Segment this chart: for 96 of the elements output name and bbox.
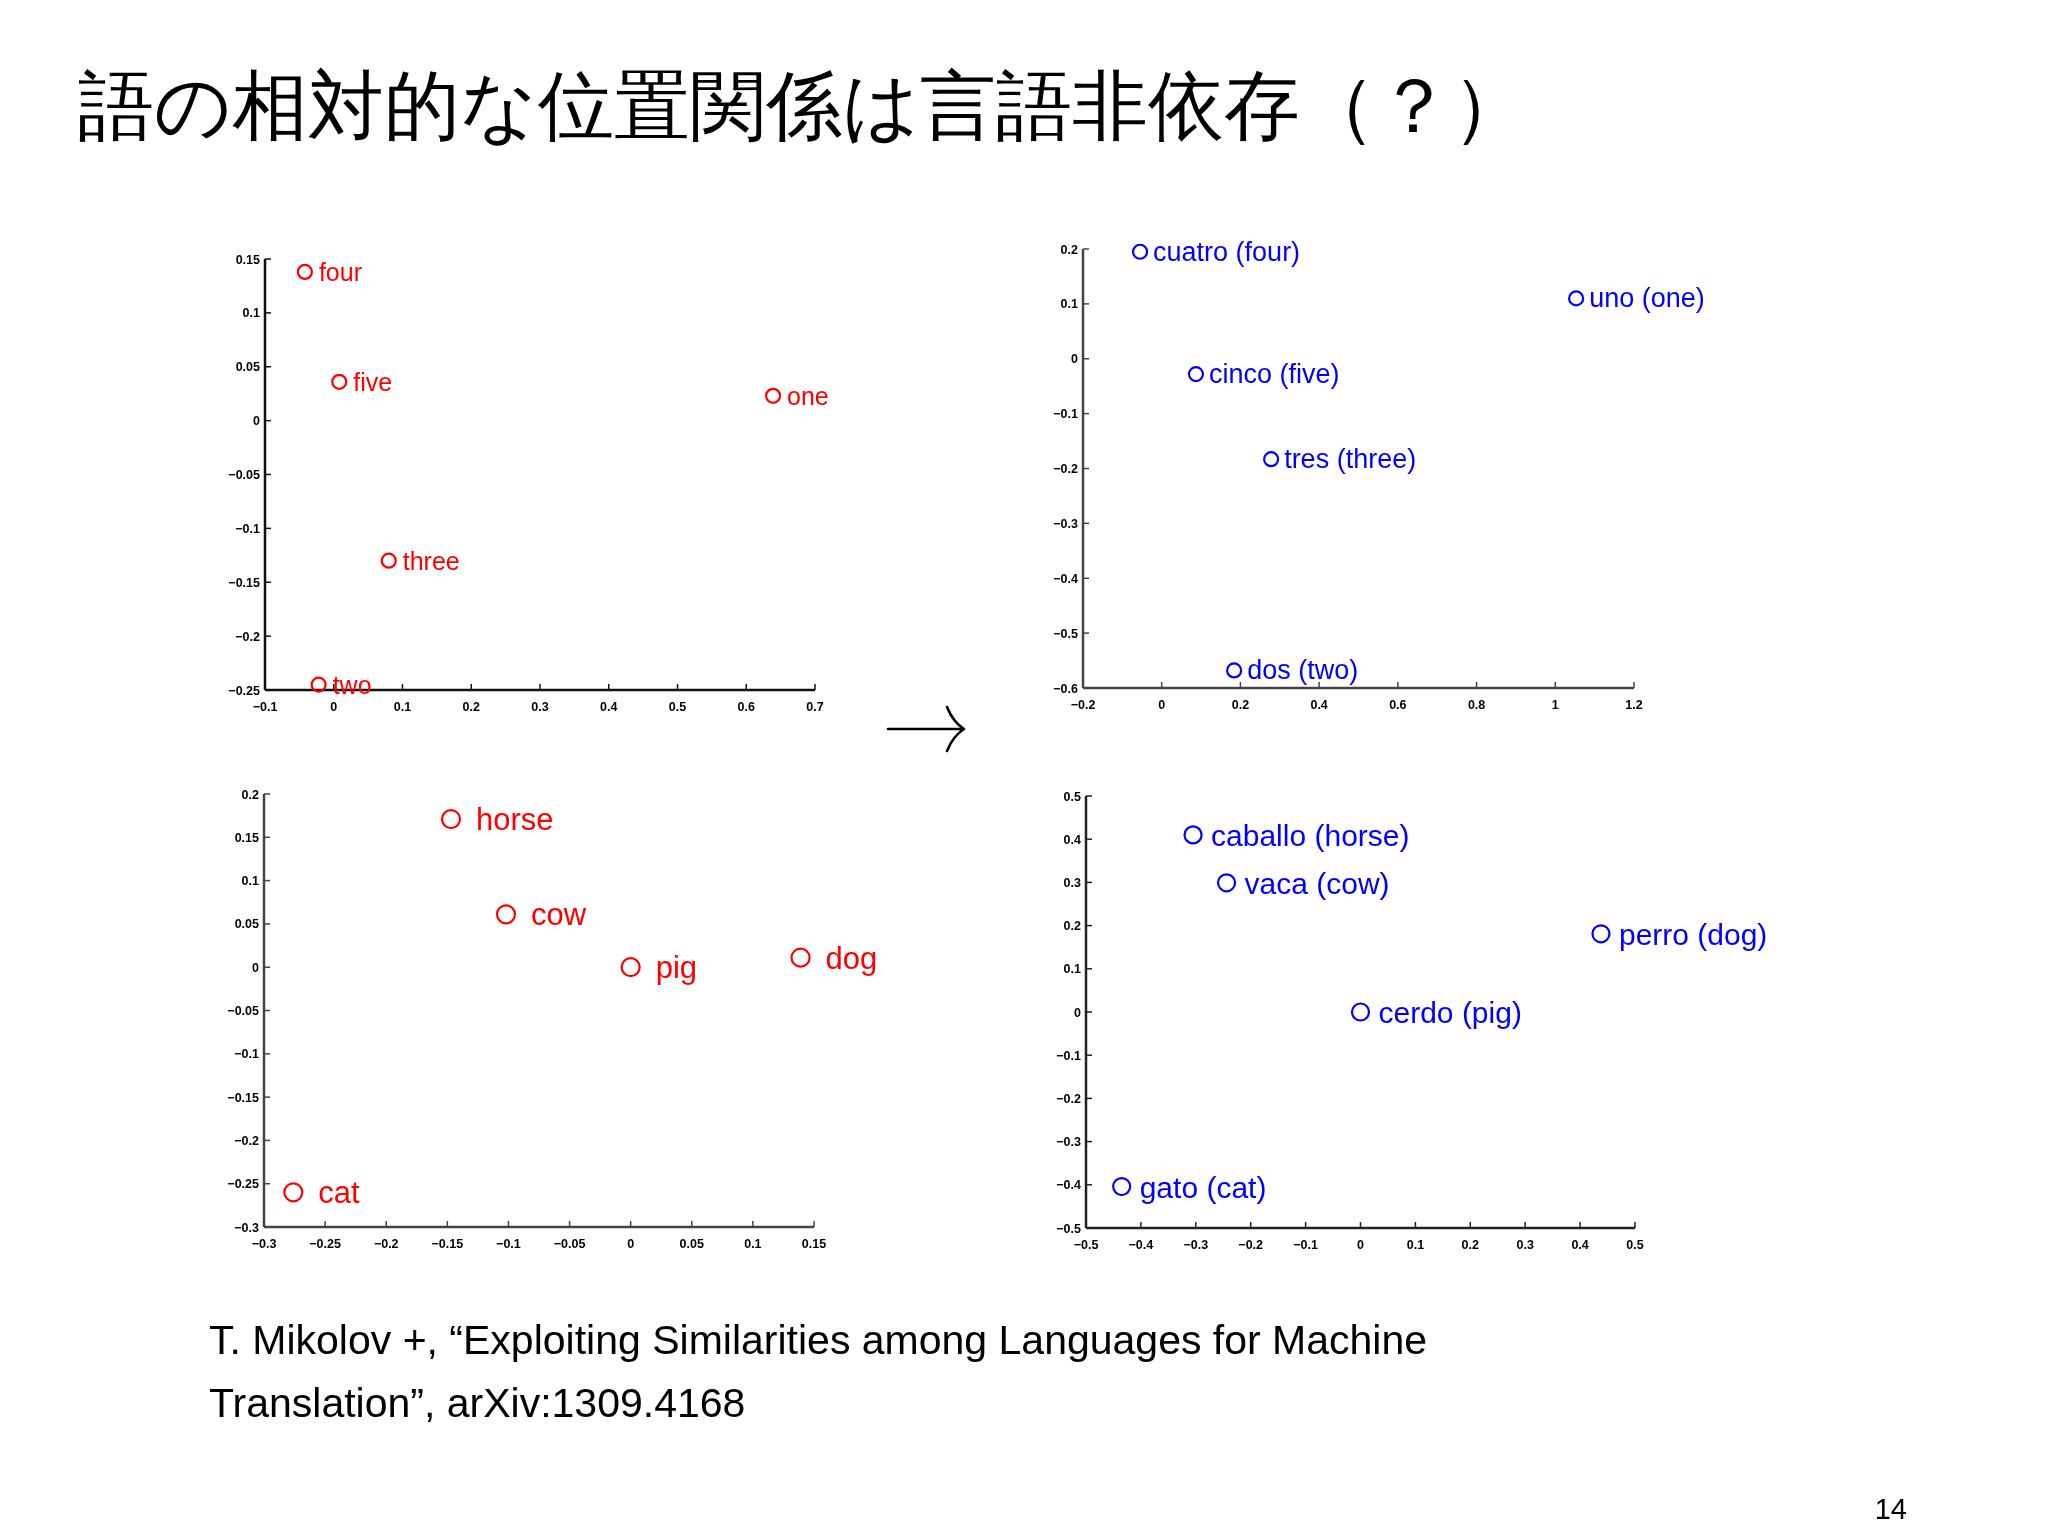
x-tick-label: 0.15 — [801, 1237, 827, 1251]
x-tick-label: 1 — [1551, 698, 1559, 712]
x-tick-label: 0.4 — [600, 700, 618, 714]
x-tick-label: 0.5 — [668, 700, 687, 714]
annotation: cinco (five) — [1208, 359, 1340, 390]
x-tick-label: 0.1 — [744, 1237, 762, 1251]
y-tick-label: −0.1 — [1056, 1048, 1082, 1063]
y-tick-label: 0.1 — [1060, 297, 1079, 312]
x-tick-label: 0.2 — [1231, 698, 1250, 712]
x-tick-label: 0.6 — [1389, 698, 1407, 712]
x-tick-label: −0.15 — [431, 1237, 464, 1251]
x-tick-label: −0.1 — [496, 1237, 521, 1251]
y-tick-label: −0.5 — [1056, 1221, 1082, 1236]
y-tick-label: −0.1 — [1053, 407, 1079, 422]
y-tick-label: 0.2 — [1063, 919, 1082, 934]
y-tick-label: 0.05 — [235, 360, 261, 375]
y-tick-label: −0.3 — [234, 1220, 260, 1235]
x-tick-label: 0.05 — [679, 1237, 704, 1251]
annotation: horse — [476, 801, 554, 837]
y-tick-label: −0.15 — [227, 1090, 260, 1105]
x-tick-label: 0 — [1158, 698, 1166, 712]
x-tick-label: 0.4 — [1571, 1238, 1589, 1252]
y-tick-label: −0.2 — [1053, 462, 1079, 476]
y-tick-label: 0 — [252, 960, 260, 975]
x-tick-label: 0.7 — [806, 700, 824, 714]
y-tick-label: −0.1 — [234, 1047, 260, 1062]
y-tick-label: 0.1 — [241, 874, 260, 889]
y-tick-label: −0.05 — [227, 1004, 260, 1018]
annotation: dos (two) — [1247, 655, 1359, 686]
y-tick-label: −0.2 — [234, 1133, 260, 1148]
x-tick-label: 0.2 — [462, 700, 480, 714]
x-tick-label: −0.4 — [1128, 1238, 1154, 1252]
y-tick-label: −0.6 — [1053, 681, 1079, 696]
x-tick-label: 0.5 — [1626, 1238, 1644, 1252]
x-tick-label: 0.3 — [1516, 1238, 1534, 1252]
y-tick-label: −0.25 — [227, 1177, 260, 1192]
y-tick-label: −0.05 — [228, 468, 261, 482]
annotation: one — [787, 381, 829, 410]
annotation: pig — [655, 949, 698, 985]
y-tick-label: 0.2 — [241, 787, 260, 802]
x-tick-label: 0 — [330, 700, 338, 714]
y-tick-label: 0 — [1074, 1005, 1082, 1020]
y-tick-label: 0.05 — [234, 917, 260, 932]
annotation: cow — [531, 896, 587, 932]
y-tick-label: 0.3 — [1063, 875, 1082, 890]
x-tick-label: 0.2 — [1461, 1238, 1480, 1252]
annotation: gato (cat) — [1139, 1170, 1267, 1204]
y-tick-label: −0.2 — [1056, 1091, 1082, 1106]
y-tick-label: −0.3 — [1056, 1135, 1082, 1150]
text: T. Mikolov +, “Exploiting Similarities among Languages for Machine Translation”, arXiv:1309.4168 — [209, 1317, 1428, 1426]
x-tick-label: −0.2 — [373, 1237, 399, 1251]
x-tick-label: 1.2 — [1625, 698, 1643, 712]
x-tick-label: 0.8 — [1467, 698, 1486, 712]
y-tick-label: −0.15 — [228, 575, 261, 590]
x-tick-label: 0.4 — [1310, 698, 1328, 712]
y-tick-label: 0 — [253, 414, 261, 429]
x-tick-label: 0 — [627, 1237, 635, 1251]
y-tick-label: 0.4 — [1063, 832, 1082, 847]
x-tick-label: 0.1 — [1406, 1238, 1425, 1252]
y-tick-label: 0.1 — [242, 306, 261, 321]
annotation: cuatro (four) — [1153, 236, 1301, 267]
x-tick-label: 0.6 — [737, 700, 755, 714]
annotation: four — [318, 257, 362, 286]
annotation: caballo (horse) — [1211, 818, 1410, 852]
annotation: uno (one) — [1589, 283, 1705, 314]
y-tick-label: 0 — [1071, 352, 1079, 367]
annotation: cat — [318, 1174, 361, 1210]
x-tick-label: −0.2 — [1238, 1238, 1264, 1252]
x-tick-label: −0.1 — [1293, 1238, 1318, 1252]
y-tick-label: −0.5 — [1053, 626, 1079, 641]
x-tick-label: −0.3 — [1183, 1238, 1209, 1252]
x-tick-label: 0.3 — [531, 700, 549, 714]
y-tick-label: −0.2 — [235, 629, 261, 644]
annotation: dog — [825, 940, 878, 976]
annotation: perro (dog) — [1618, 917, 1768, 951]
y-tick-label: 0.5 — [1063, 789, 1082, 804]
y-tick-label: −0.4 — [1056, 1178, 1082, 1193]
annotation: three — [402, 546, 460, 575]
y-tick-label: −0.3 — [1053, 516, 1079, 531]
x-tick-label: −0.25 — [309, 1237, 341, 1251]
chart-title: 語の相対的な位置関係は言語非依存（？） — [78, 61, 1528, 150]
text: 14 — [1874, 1493, 1907, 1525]
y-tick-label: −0.25 — [228, 683, 261, 698]
annotation: tres (three) — [1284, 444, 1417, 475]
y-tick-label: 0.1 — [1063, 962, 1082, 977]
annotation: vaca (cow) — [1244, 866, 1390, 900]
x-tick-label: −0.05 — [553, 1237, 586, 1251]
annotation: cerdo (pig) — [1378, 995, 1522, 1029]
y-tick-label: 0.15 — [234, 830, 260, 845]
x-tick-label: 0 — [1357, 1238, 1365, 1252]
x-tick-label: 0.1 — [393, 700, 412, 714]
y-tick-label: 0.2 — [1060, 242, 1079, 257]
y-tick-label: −0.1 — [235, 521, 261, 536]
y-tick-label: −0.4 — [1053, 571, 1079, 586]
y-tick-label: 0.15 — [235, 252, 261, 267]
annotation: five — [353, 367, 393, 396]
